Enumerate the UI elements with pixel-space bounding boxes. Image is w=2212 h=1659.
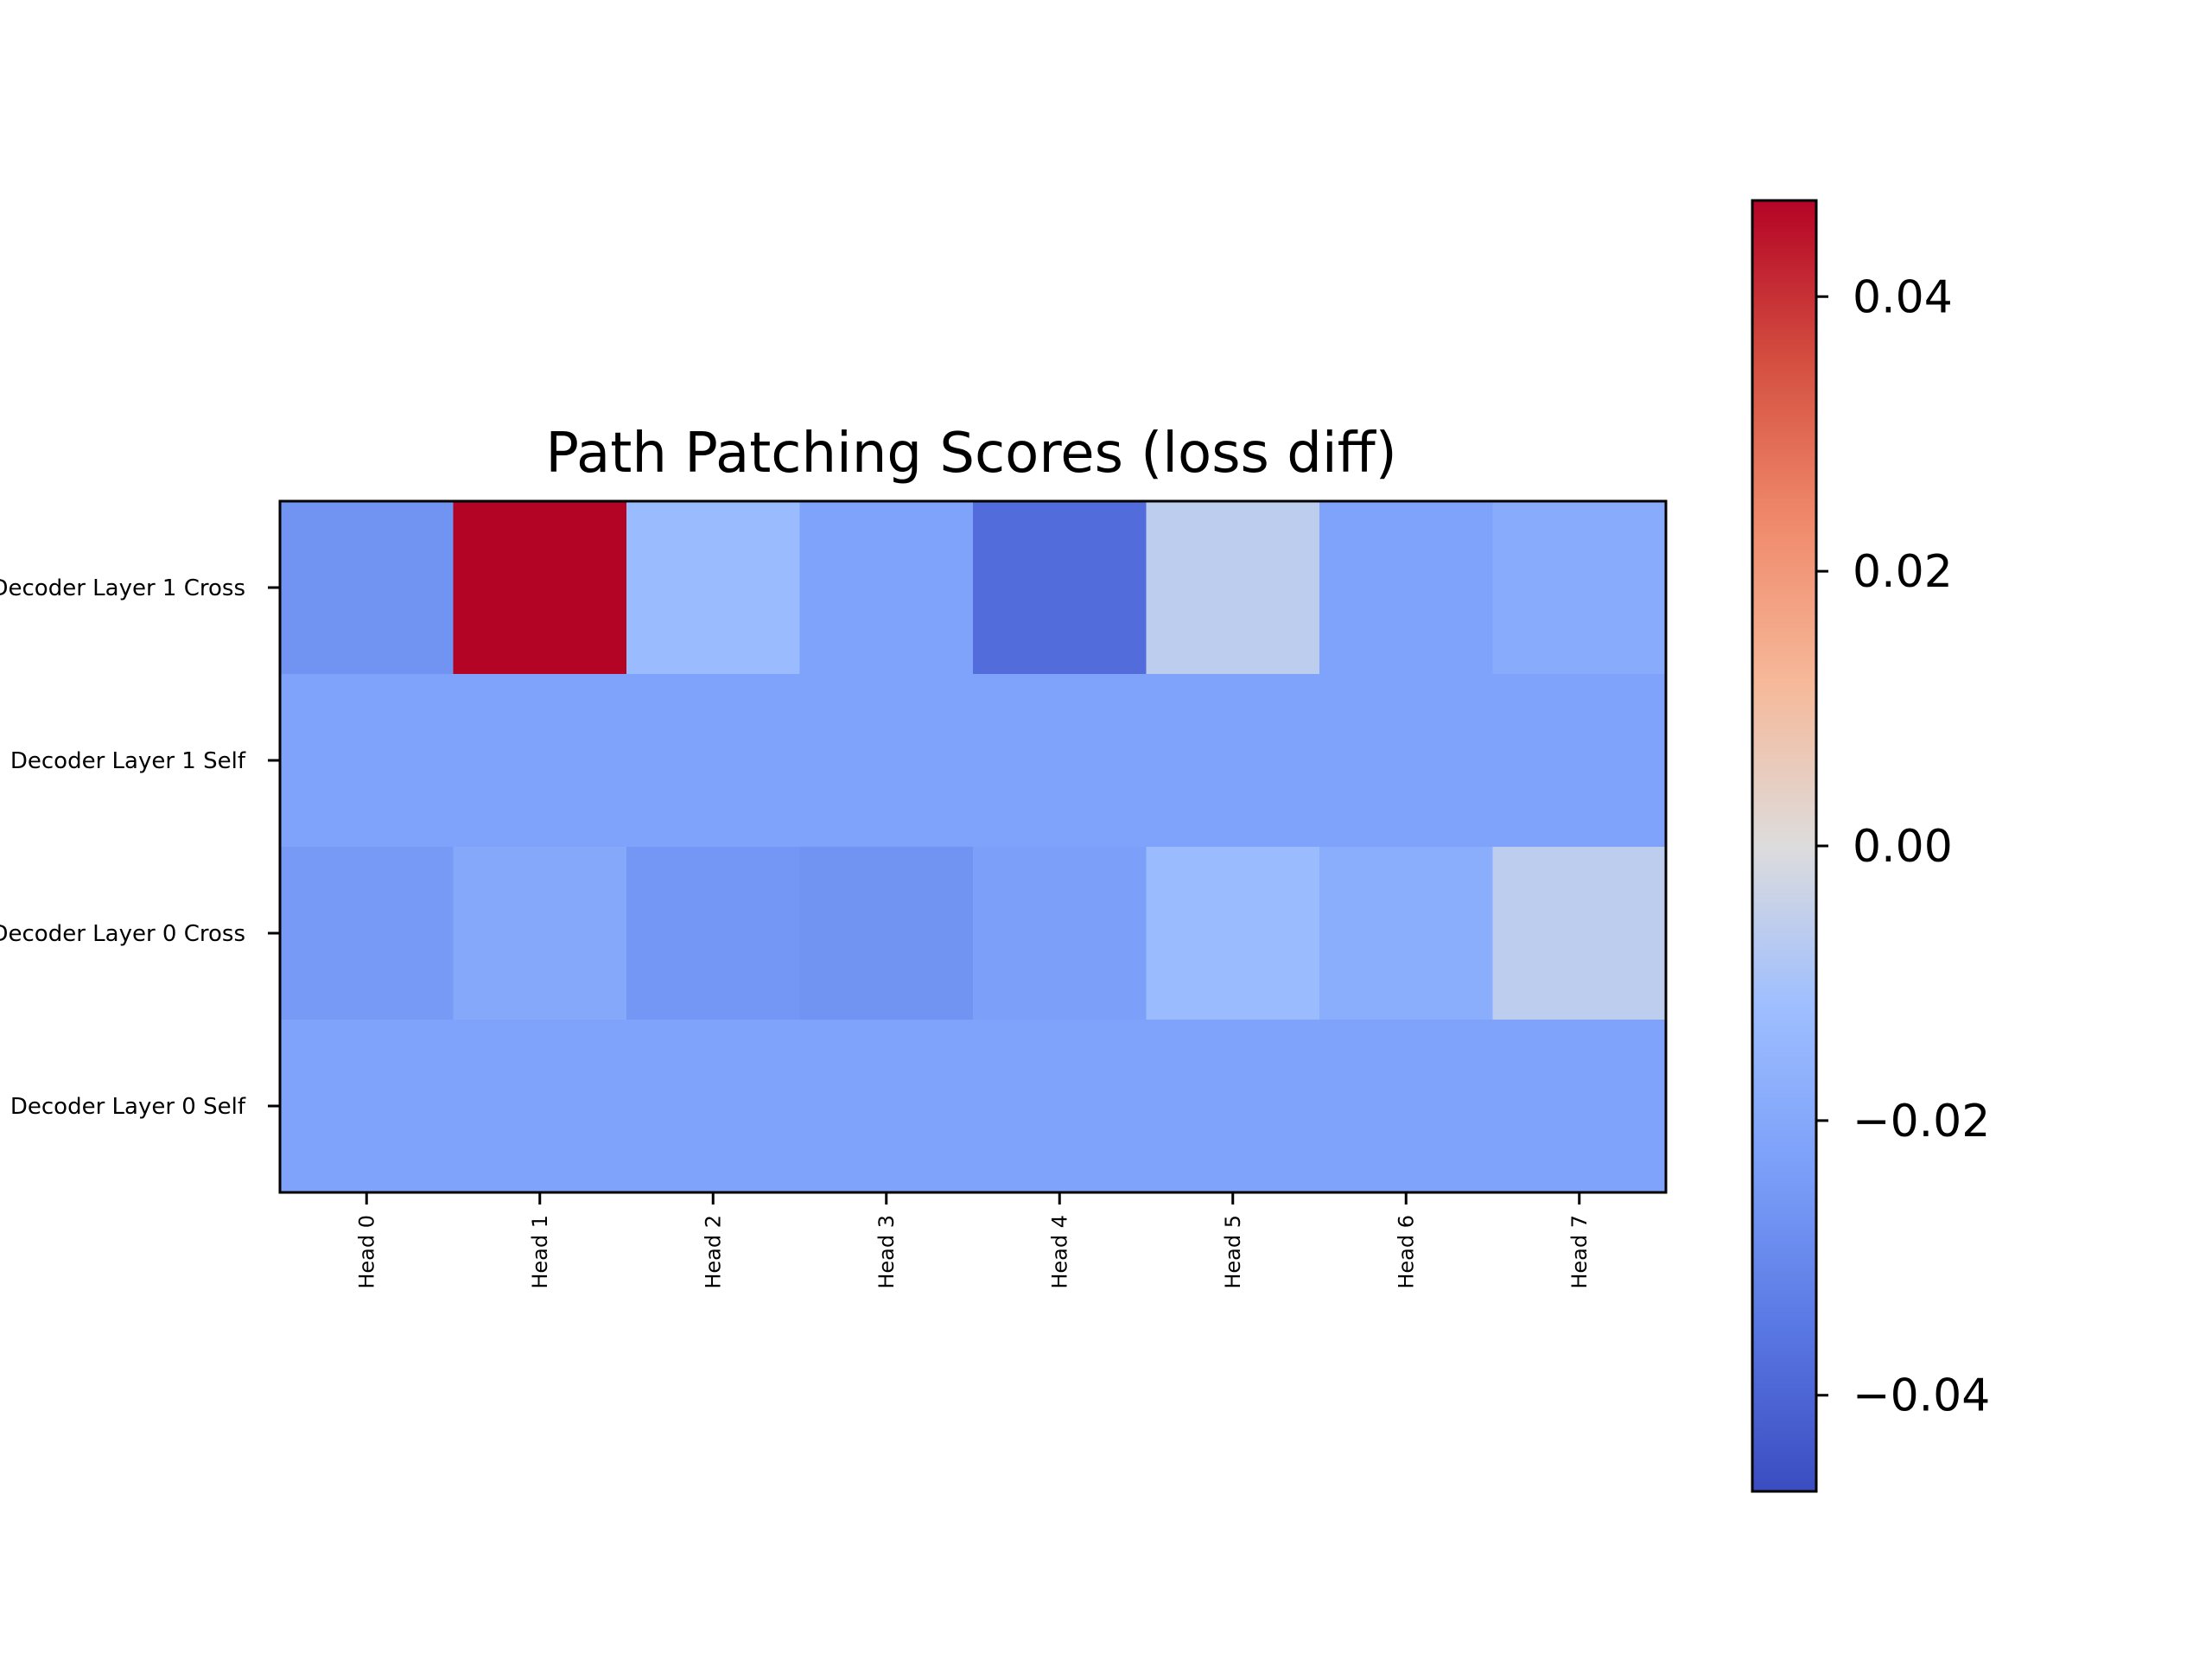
y-tick-label: Decoder Layer 0 Cross bbox=[0, 921, 245, 947]
heatmap-cells bbox=[280, 501, 1667, 1193]
colorbar-tick-label: 0.02 bbox=[1853, 546, 1953, 598]
heatmap-cell bbox=[1146, 1020, 1320, 1193]
heatmap-cell bbox=[280, 501, 454, 675]
heatmap-cell bbox=[799, 674, 974, 848]
heatmap-cell bbox=[280, 674, 454, 848]
heatmap-cell bbox=[973, 674, 1147, 848]
x-tick-label: Head 6 bbox=[1394, 1215, 1418, 1289]
plot-frame bbox=[278, 499, 1668, 1194]
heatmap-cell bbox=[973, 847, 1147, 1020]
heatmap-cell bbox=[799, 1020, 974, 1193]
x-tick-label: Head 1 bbox=[528, 1215, 552, 1289]
chart-title: Path Patching Scores (loss diff) bbox=[545, 422, 1396, 486]
heatmap-cell bbox=[453, 847, 627, 1020]
heatmap-cell bbox=[453, 501, 627, 675]
heatmap-cell bbox=[280, 1020, 454, 1193]
heatmap-cell bbox=[799, 501, 974, 675]
heatmap-cell bbox=[1492, 847, 1667, 1020]
x-tick-label: Head 7 bbox=[1567, 1215, 1592, 1289]
heatmap-cell bbox=[1319, 847, 1493, 1020]
heatmap-cell bbox=[1146, 674, 1320, 848]
x-tick-label: Head 2 bbox=[701, 1215, 725, 1289]
colorbar-ticks: −0.04 −0.02 0.00 0.02 0.04 bbox=[1816, 271, 1990, 1422]
heatmap-cell bbox=[799, 847, 974, 1020]
heatmap-cell bbox=[1146, 847, 1320, 1020]
heatmap-cell bbox=[1319, 501, 1493, 675]
colorbar-tick-label: −0.04 bbox=[1853, 1370, 1990, 1422]
heatmap-cell bbox=[453, 1020, 627, 1193]
colorbar-tick-label: −0.02 bbox=[1853, 1096, 1990, 1147]
heatmap-cell bbox=[626, 1020, 800, 1193]
y-tick-label: Decoder Layer 1 Cross bbox=[0, 575, 245, 601]
x-tick-label: Head 5 bbox=[1221, 1215, 1245, 1289]
heatmap-cell bbox=[626, 674, 800, 848]
y-tick-label: Decoder Layer 1 Self bbox=[10, 748, 246, 774]
colorbar-tick-label: 0.00 bbox=[1853, 821, 1953, 873]
x-axis-ticks: Head 0 Head 1 Head 2 Head 3 Head 4 Head 5 Head… bbox=[354, 1192, 1592, 1289]
y-tick-label: Decoder Layer 0 Self bbox=[10, 1094, 246, 1120]
heatmap-cell bbox=[1319, 674, 1493, 848]
heatmap-cell bbox=[973, 1020, 1147, 1193]
heatmap-cell bbox=[1492, 501, 1667, 675]
heatmap-cell bbox=[280, 847, 454, 1020]
y-axis-ticks: Decoder Layer 1 Cross Decoder Layer 1 Sel… bbox=[0, 575, 280, 1120]
colorbar-tick-label: 0.04 bbox=[1853, 271, 1953, 323]
heatmap-cell bbox=[1319, 1020, 1493, 1193]
heatmap-cell bbox=[1492, 1020, 1667, 1193]
x-tick-label: Head 3 bbox=[874, 1215, 899, 1289]
heatmap-cell bbox=[1492, 674, 1667, 848]
heatmap-cell bbox=[1146, 501, 1320, 675]
x-tick-label: Head 0 bbox=[354, 1215, 378, 1289]
heatmap-cell bbox=[973, 501, 1147, 675]
heatmap-cell bbox=[453, 674, 627, 848]
x-tick-label: Head 4 bbox=[1047, 1215, 1071, 1289]
heatmap-cell bbox=[626, 501, 800, 675]
heatmap-cell bbox=[626, 847, 800, 1020]
colorbar bbox=[1751, 199, 1818, 1493]
